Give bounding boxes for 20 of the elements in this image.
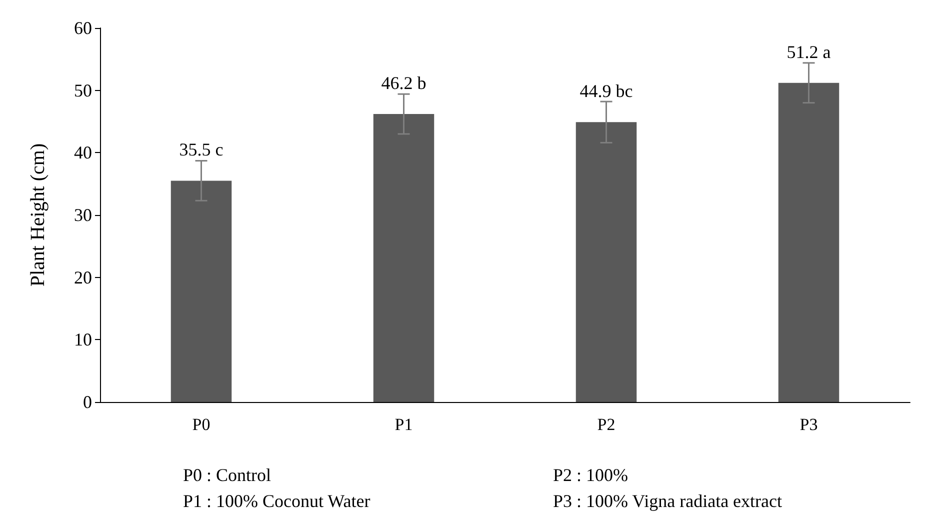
data-label: 44.9 bc bbox=[580, 81, 633, 102]
data-label: 35.5 c bbox=[179, 140, 224, 160]
y-tick-label: 10 bbox=[74, 330, 92, 350]
text: P3 : 100% Vigna radiata extract bbox=[553, 491, 782, 511]
y-tick-label: 40 bbox=[74, 142, 92, 163]
y-axis-title: Plant Height (cm) bbox=[27, 143, 49, 287]
y-tick-label: 30 bbox=[74, 205, 92, 225]
y-tick-label: 20 bbox=[74, 267, 92, 288]
text: P0 : Control bbox=[183, 465, 272, 485]
y-tick-label: 50 bbox=[74, 80, 92, 100]
data-label: 46.2 b bbox=[381, 73, 426, 94]
y-tick-label: 0 bbox=[83, 392, 92, 412]
y-tick-label: 60 bbox=[74, 18, 92, 38]
text: P1 : 100% Coconut Water bbox=[183, 491, 370, 511]
x-tick-label: P3 bbox=[800, 415, 818, 434]
data-label: 51.2 a bbox=[786, 42, 831, 62]
x-tick-label: P2 bbox=[597, 415, 616, 434]
text: P2 : 100% bbox=[553, 465, 628, 485]
x-tick-label: P1 bbox=[394, 415, 413, 434]
x-tick-label: P0 bbox=[192, 415, 210, 434]
